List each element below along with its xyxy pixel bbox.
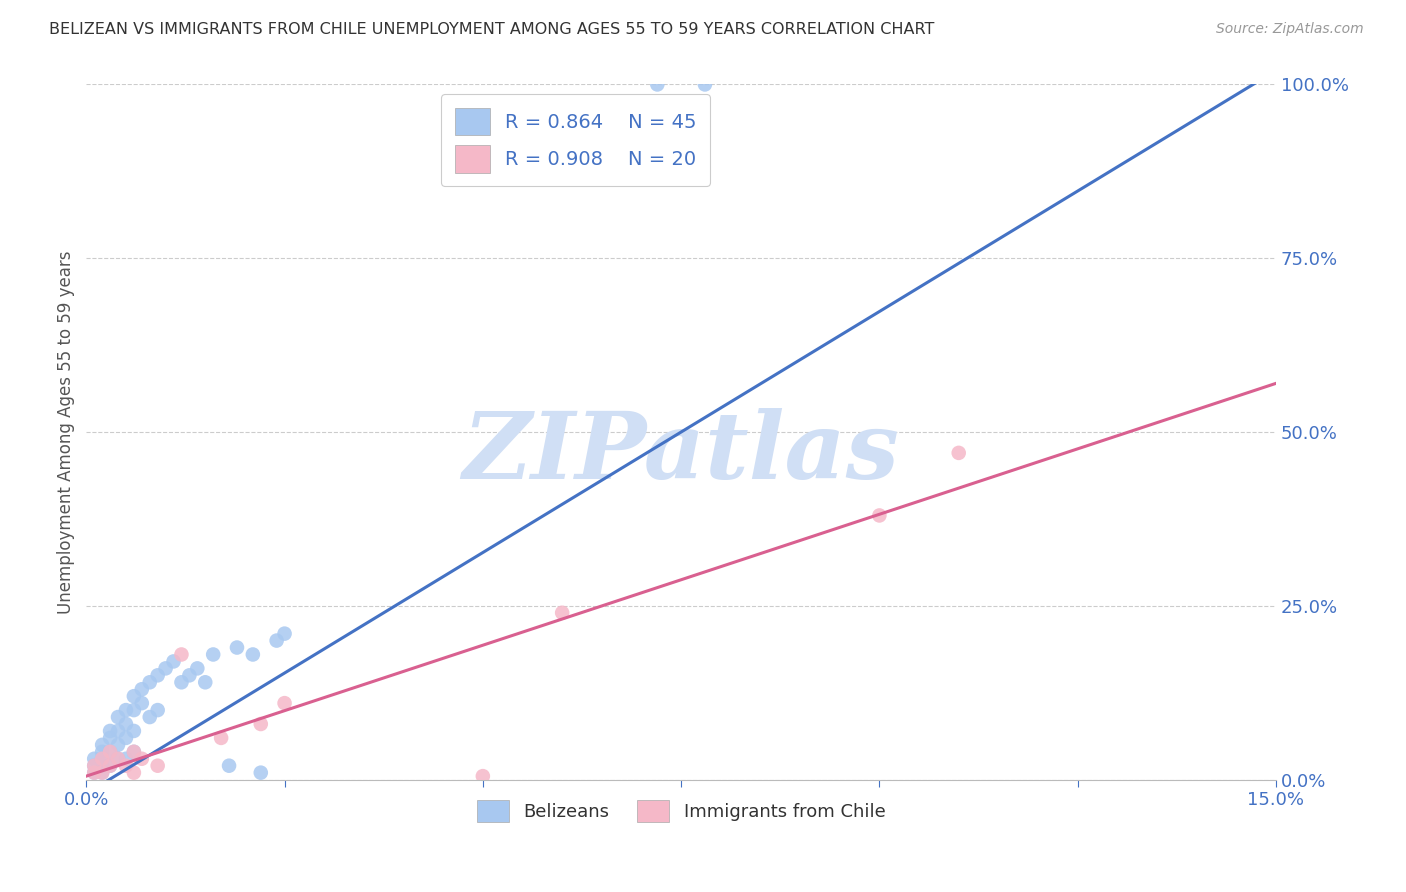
Point [122,723,145,738]
Point [91,738,114,752]
Point [115,731,138,745]
Point [98,758,121,772]
Point [139,675,162,690]
Point [647,78,669,92]
Point [91,752,114,766]
Point [83,765,105,780]
Point [115,717,138,731]
Point [551,606,574,620]
Point [115,758,138,772]
Point [170,648,193,662]
Point [98,723,121,738]
Point [131,696,153,710]
Point [186,661,208,675]
Point [91,765,114,780]
Point [83,752,105,766]
Point [107,723,129,738]
Y-axis label: Unemployment Among Ages 55 to 59 years: Unemployment Among Ages 55 to 59 years [58,251,75,614]
Point [226,640,249,655]
Point [115,703,138,717]
Point [249,765,271,780]
Point [122,689,145,703]
Point [218,758,240,772]
Point [170,675,193,690]
Point [948,446,970,460]
Point [273,696,295,710]
Legend: Belizeans, Immigrants from Chile: Belizeans, Immigrants from Chile [465,789,896,833]
Point [249,717,271,731]
Point [693,78,716,92]
Point [122,745,145,759]
Point [146,758,169,772]
Point [83,758,105,772]
Point [91,745,114,759]
Point [146,703,169,717]
Point [179,668,201,682]
Point [107,752,129,766]
Point [131,682,153,697]
Point [139,710,162,724]
Point [162,655,184,669]
Point [91,765,114,780]
Point [98,758,121,772]
Text: ZIPatlas: ZIPatlas [463,408,900,498]
Point [122,745,145,759]
Point [98,731,121,745]
Point [471,769,494,783]
Point [209,731,232,745]
Point [122,703,145,717]
Point [266,633,288,648]
Text: BELIZEAN VS IMMIGRANTS FROM CHILE UNEMPLOYMENT AMONG AGES 55 TO 59 YEARS CORRELA: BELIZEAN VS IMMIGRANTS FROM CHILE UNEMPL… [49,22,935,37]
Point [131,752,153,766]
Point [115,752,138,766]
Point [146,668,169,682]
Text: Source: ZipAtlas.com: Source: ZipAtlas.com [1216,22,1364,37]
Point [107,710,129,724]
Point [107,752,129,766]
Point [107,738,129,752]
Point [273,626,295,640]
Point [194,675,217,690]
Point [202,648,225,662]
Point [122,765,145,780]
Point [83,758,105,772]
Point [155,661,177,675]
Point [242,648,264,662]
Point [91,758,114,772]
Point [868,508,890,523]
Point [83,765,105,780]
Point [91,752,114,766]
Point [98,745,121,759]
Point [98,745,121,759]
